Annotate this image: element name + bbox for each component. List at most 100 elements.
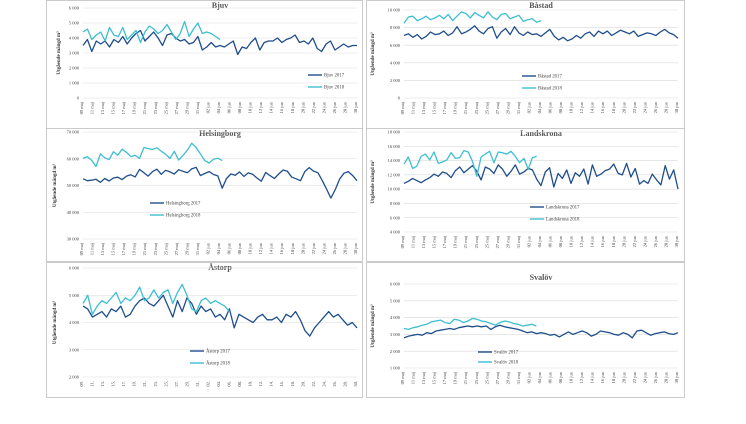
x-tick-label: 20 jun xyxy=(300,101,305,113)
y-tick-label: 5 000 xyxy=(69,21,80,26)
x-tick-label: 12 jun xyxy=(579,371,584,383)
x-tick-label: 25 maj xyxy=(163,243,168,255)
x-tick-label: 21 maj xyxy=(463,236,468,248)
y-tick-label: 4 000 xyxy=(69,36,80,41)
x-tick-label: 24 jun xyxy=(642,101,647,113)
x-tick-label: 27 maj xyxy=(174,243,179,255)
x-tick-label: 28 jun xyxy=(663,235,668,247)
x-tick-label: 15 maj xyxy=(111,243,116,255)
x-tick-label: 04 jun xyxy=(537,371,542,383)
x-tick-label: 15 maj xyxy=(432,236,437,248)
x-tick-label: 23 maj xyxy=(474,236,479,248)
x-tick-label: 10 jun xyxy=(248,101,253,113)
legend-label: Bjuv 2017 xyxy=(324,74,345,79)
legend-label: Landskrona 2018 xyxy=(546,218,580,223)
chart-panel-1: Båstad 0 2 000 4 000 6 000 8 000 10 000 Utgåend… xyxy=(366,0,685,130)
x-tick-label: 08 jun xyxy=(237,101,242,113)
chart-title: Landskrona xyxy=(520,129,562,138)
x-tick-label: 11 maj xyxy=(90,243,95,255)
x-tick-label: 12 jun xyxy=(258,101,263,113)
x-tick-label: 30 jun xyxy=(674,371,679,383)
x-tick-label: 09 maj xyxy=(400,236,405,248)
x-tick-label: 10 jun xyxy=(569,371,574,383)
chart-panel-0: Bjuv 0 1 000 2 000 3 000 4 000 5 000 6 000 Utgåe… xyxy=(46,0,363,130)
y-tick-label: 5 000 xyxy=(390,298,401,303)
x-tick-label: 02 jun xyxy=(205,242,210,254)
x-tick-label: 24 jun xyxy=(321,242,326,254)
x-tick-label: 29. xyxy=(184,381,189,387)
x-tick-label: 11 maj xyxy=(411,236,416,248)
legend-label: Helsingborg 2017 xyxy=(166,202,201,207)
legend-label: Båstad 2017 xyxy=(538,74,562,80)
y-tick-label: 16 000 xyxy=(388,144,401,149)
x-tick-label: 16 jun xyxy=(600,371,605,383)
y-axis-title: Utgående mängd m³ xyxy=(52,163,58,207)
series-line-2017 xyxy=(403,162,679,190)
x-tick-label: 23 maj xyxy=(153,243,158,255)
x-tick-label: 18 jun xyxy=(611,371,616,383)
x-tick-label: 30 jun xyxy=(353,242,358,254)
x-tick-label: 17 maj xyxy=(442,102,447,114)
x-tick-label: 24. xyxy=(321,381,326,387)
x-tick-label: 21. xyxy=(142,381,147,387)
x-tick-label: 04 jun xyxy=(216,242,221,254)
series-line-2017 xyxy=(82,166,358,199)
x-tick-label: 23 maj xyxy=(474,102,479,114)
x-tick-label: 12. xyxy=(258,381,263,387)
x-tick-label: 02 jun xyxy=(526,235,531,247)
y-tick-label: 2 000 xyxy=(390,349,401,354)
x-tick-label: 02. xyxy=(205,381,210,387)
x-tick-label: 22. xyxy=(311,381,316,387)
x-tick-label: 14 jun xyxy=(269,242,274,254)
x-tick-label: 21 maj xyxy=(463,102,468,114)
x-tick-label: 09 maj xyxy=(79,243,84,255)
x-tick-label: 24 jun xyxy=(321,101,326,113)
x-tick-label: 10 jun xyxy=(569,101,574,113)
x-tick-label: 04 jun xyxy=(216,101,221,113)
chart-panel-3: Landskrona 4 000 6 000 8 000 10 000 12 000 14 … xyxy=(366,128,685,262)
legend-label: Bjuv 2018 xyxy=(324,86,345,91)
x-tick-label: 16. xyxy=(279,381,284,387)
chart-frame xyxy=(46,0,363,130)
x-tick-label: 20. xyxy=(300,381,305,387)
x-tick-label: 30 jun xyxy=(353,101,358,113)
x-tick-label: 31 maj xyxy=(516,236,521,248)
x-tick-label: 22 jun xyxy=(632,235,637,247)
legend-label: Landskrona 2017 xyxy=(546,206,580,211)
x-tick-label: 06 jun xyxy=(548,235,553,247)
x-tick-label: 25. xyxy=(163,381,168,387)
x-tick-label: 04 jun xyxy=(537,101,542,113)
x-tick-label: 16 jun xyxy=(600,101,605,113)
x-tick-label: 14 jun xyxy=(590,101,595,113)
x-tick-label: 17 maj xyxy=(121,102,126,114)
x-tick-label: 02 jun xyxy=(526,101,531,113)
y-axis-title: Utgående mängd m³ xyxy=(52,300,58,344)
x-tick-label: 27. xyxy=(174,381,179,387)
x-tick-label: 13 maj xyxy=(421,236,426,248)
x-tick-label: 19 maj xyxy=(132,102,137,114)
y-tick-label: 40 000 xyxy=(67,210,80,215)
y-tick-label: 4 000 xyxy=(390,230,401,235)
x-tick-label: 02 jun xyxy=(526,371,531,383)
y-tick-label: 1 000 xyxy=(390,366,401,371)
x-tick-label: 25 maj xyxy=(484,372,489,384)
x-tick-label: 14 jun xyxy=(590,235,595,247)
x-tick-label: 23. xyxy=(153,381,158,387)
series-line-2018 xyxy=(82,142,223,168)
x-tick-label: 30. xyxy=(353,381,358,387)
chart-frame xyxy=(46,128,363,262)
x-tick-label: 12 jun xyxy=(258,242,263,254)
x-tick-label: 22 jun xyxy=(311,242,316,254)
x-tick-label: 18 jun xyxy=(611,235,616,247)
x-tick-label: 06. xyxy=(227,381,232,387)
x-tick-label: 19 maj xyxy=(453,102,458,114)
chart-panel-2: Helsingborg 30 000 40 000 50 000 60 000 70 00… xyxy=(46,128,363,262)
x-tick-label: 15 maj xyxy=(432,372,437,384)
x-tick-label: 21 maj xyxy=(142,243,147,255)
x-tick-label: 10. xyxy=(248,381,253,387)
chart-title: Båstad xyxy=(529,1,553,10)
x-tick-label: 27 maj xyxy=(174,102,179,114)
x-tick-label: 08 jun xyxy=(558,371,563,383)
